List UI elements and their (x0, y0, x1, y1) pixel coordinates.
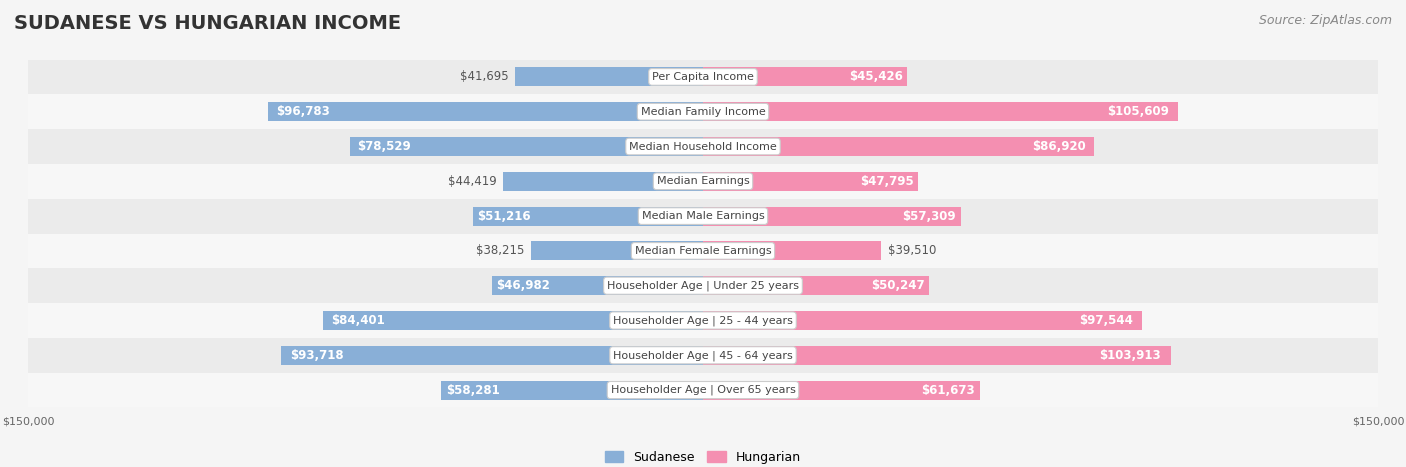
Bar (531, 241, 703, 261)
Bar (703, 241, 880, 261)
Bar (28, 59, 1378, 94)
Bar (28, 164, 1378, 198)
Text: Median Household Income: Median Household Income (628, 142, 778, 151)
Bar (703, 172, 918, 191)
Text: $39,510: $39,510 (887, 244, 936, 257)
Bar (472, 206, 703, 226)
Bar (703, 381, 980, 400)
Bar (28, 303, 1378, 338)
Text: Source: ZipAtlas.com: Source: ZipAtlas.com (1258, 14, 1392, 27)
Bar (492, 276, 703, 295)
Bar (703, 102, 1178, 121)
Bar (28, 373, 1378, 408)
Text: Median Male Earnings: Median Male Earnings (641, 211, 765, 221)
Text: Median Female Earnings: Median Female Earnings (634, 246, 772, 256)
Text: $78,529: $78,529 (357, 140, 411, 153)
Bar (516, 67, 703, 86)
Bar (323, 311, 703, 330)
Text: $51,216: $51,216 (477, 210, 531, 223)
Text: Householder Age | Over 65 years: Householder Age | Over 65 years (610, 385, 796, 396)
Text: Per Capita Income: Per Capita Income (652, 72, 754, 82)
Text: $46,982: $46,982 (496, 279, 550, 292)
Text: $45,426: $45,426 (849, 71, 903, 84)
Text: $61,673: $61,673 (921, 383, 974, 396)
Text: $50,247: $50,247 (870, 279, 925, 292)
Text: Median Earnings: Median Earnings (657, 177, 749, 186)
Text: Householder Age | Under 25 years: Householder Age | Under 25 years (607, 281, 799, 291)
Text: $58,281: $58,281 (446, 383, 499, 396)
Bar (267, 102, 703, 121)
Text: $97,544: $97,544 (1080, 314, 1133, 327)
Text: $103,913: $103,913 (1099, 349, 1161, 362)
Bar (281, 346, 703, 365)
Legend: Sudanese, Hungarian: Sudanese, Hungarian (600, 446, 806, 467)
Bar (28, 198, 1378, 234)
Bar (28, 338, 1378, 373)
Text: $44,419: $44,419 (447, 175, 496, 188)
Bar (703, 206, 960, 226)
Bar (503, 172, 703, 191)
Text: Householder Age | 45 - 64 years: Householder Age | 45 - 64 years (613, 350, 793, 361)
Bar (28, 234, 1378, 269)
Text: $93,718: $93,718 (290, 349, 343, 362)
Text: $86,920: $86,920 (1032, 140, 1087, 153)
Bar (703, 137, 1094, 156)
Text: Householder Age | 25 - 44 years: Householder Age | 25 - 44 years (613, 315, 793, 326)
Bar (703, 346, 1171, 365)
Text: $84,401: $84,401 (330, 314, 385, 327)
Bar (703, 276, 929, 295)
Bar (350, 137, 703, 156)
Bar (28, 94, 1378, 129)
Bar (28, 129, 1378, 164)
Text: $105,609: $105,609 (1107, 105, 1168, 118)
Text: $47,795: $47,795 (860, 175, 914, 188)
Text: $38,215: $38,215 (477, 244, 524, 257)
Text: Median Family Income: Median Family Income (641, 107, 765, 117)
Bar (703, 67, 907, 86)
Text: $41,695: $41,695 (460, 71, 509, 84)
Text: $96,783: $96,783 (276, 105, 330, 118)
Text: $57,309: $57,309 (903, 210, 956, 223)
Text: SUDANESE VS HUNGARIAN INCOME: SUDANESE VS HUNGARIAN INCOME (14, 14, 401, 33)
Bar (28, 269, 1378, 303)
Bar (703, 311, 1142, 330)
Bar (441, 381, 703, 400)
